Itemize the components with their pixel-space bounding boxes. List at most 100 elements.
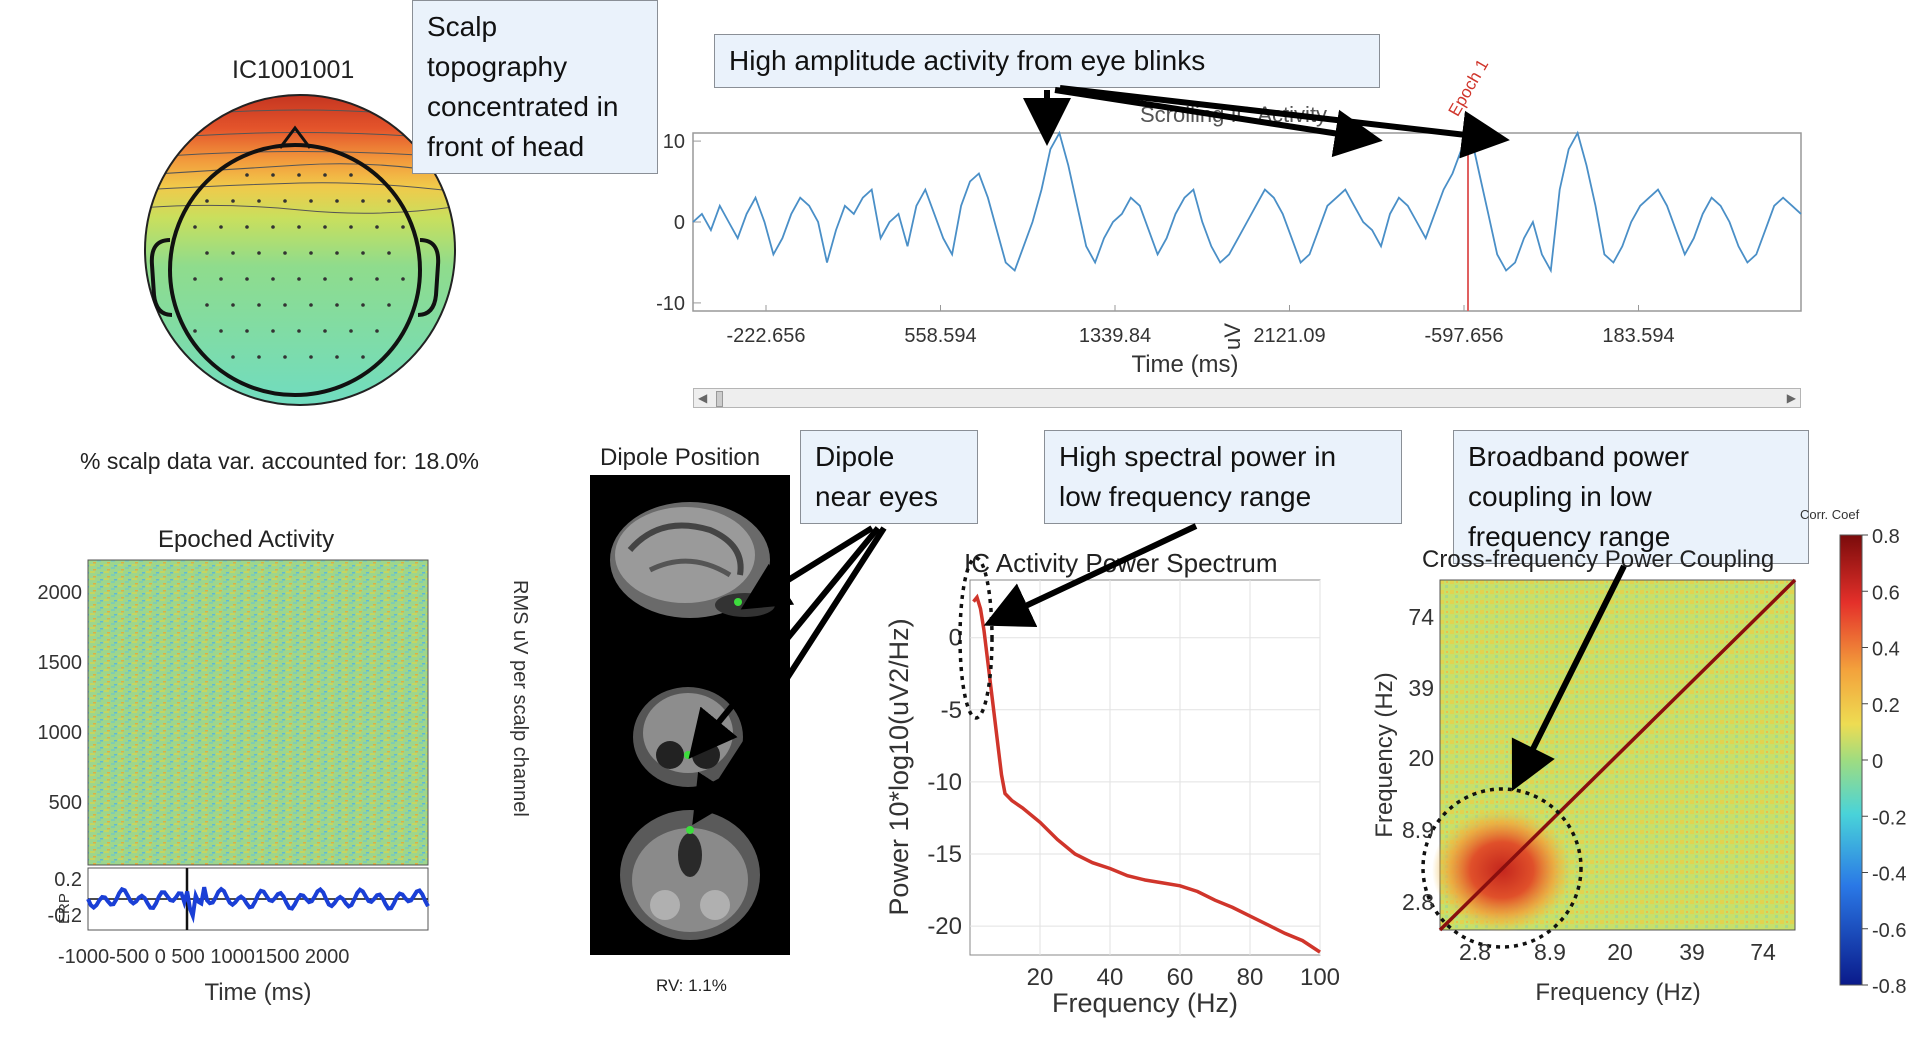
mri-axial-slice [620,810,760,940]
electrode-dot [361,303,365,307]
electrode-dot [309,355,313,359]
spectrum-xtick-label: 60 [1167,964,1194,991]
electrode-dot [323,277,327,281]
electrode-dot [387,251,391,255]
spectrum-ytick-label: -10 [927,769,962,796]
electrode-dot [219,277,223,281]
low-frequency-coupling-highlight [1421,787,1583,949]
electrode-dot [375,329,379,333]
electrode-dot [349,173,353,177]
electrode-dot [257,251,261,255]
electrode-dot [231,251,235,255]
electrode-dot [349,277,353,281]
spectrum-ytick-label: -5 [941,697,962,724]
colorbar-tick-label: -0.6 [1872,920,1906,942]
scroll-ylabel: uV [1220,323,1245,350]
colorbar-tick-label: -0.4 [1872,864,1906,886]
spectrum-ytick-label: 0 [949,625,962,652]
epoched-ytick-label: 2000 [38,582,83,604]
scroll-xlabel: Time (ms) [1131,351,1238,378]
scroll-ytick-label: 0 [674,212,685,234]
dipole-rv: RV: 1.1% [656,976,727,995]
colorbar-gradient [1839,534,1863,986]
epoched-ytick-label: 1000 [38,722,83,744]
dipole-marker-axial [686,826,694,834]
epoched-ytick-label: 500 [49,792,82,814]
electrode-dot [361,199,365,203]
scroll-left-arrow-icon[interactable]: ◀ [698,391,708,405]
electrode-dot [205,251,209,255]
colorbar-tick-label: 0.2 [1872,695,1900,717]
electrode-dot [283,199,287,203]
electrode-dot [193,329,197,333]
epoched-title: Epoched Activity [158,526,335,553]
electrode-dot [219,225,223,229]
coupling-xtick-label: 8.9 [1534,939,1566,965]
electrode-dot [193,225,197,229]
colorbar-tick-label: 0.6 [1872,582,1900,604]
electrode-dot [323,225,327,229]
epoched-ytick-label: 1500 [38,652,83,674]
electrode-dot [271,225,275,229]
scroll-ytick-label: -10 [656,293,685,315]
spectrum-xtick-label: 80 [1237,964,1264,991]
electrode-dot [283,303,287,307]
scroll-right-arrow-icon[interactable]: ▶ [1786,391,1796,405]
spectrum-xtick-label: 100 [1300,964,1340,991]
electrode-dot [309,303,313,307]
coupling-ytick-label: 2.8 [1402,889,1434,915]
electrode-dot [245,277,249,281]
spectrum-ytick-label: -20 [927,913,962,940]
electrode-dot [257,355,261,359]
coupling-xlabel: Frequency (Hz) [1535,979,1700,1006]
callout-dipole: Dipole near eyes [800,430,978,524]
electrode-dot [309,199,313,203]
electrode-dot [349,225,353,229]
spectrum-xlabel: Frequency (Hz) [1052,988,1238,1018]
head-outline [168,143,422,397]
scroll-xtick-label: 183.594 [1602,325,1674,347]
electrode-dot [335,199,339,203]
electrode-dot [245,225,249,229]
electrode-dot [271,329,275,333]
epoch-marker-label: Epoch 1 [1444,55,1493,120]
electrode-dot [231,355,235,359]
ear-left-icon [149,238,173,317]
electrode-dot [283,251,287,255]
spectrum-ytick-label: -15 [927,841,962,868]
mri-coronal-slice [633,687,743,787]
electrode-dot [193,277,197,281]
electrode-dot [257,199,261,203]
electrode-dot [219,329,223,333]
coupling-ytick-label: 39 [1408,675,1434,701]
epoched-xticks-row: -1000-500 0 500 10001500 2000 [58,946,349,968]
electrode-dot [231,199,235,203]
electrode-dot [297,329,301,333]
scrollbar-track[interactable]: ◀ ▶ [693,388,1801,408]
callout-scalp: Scalp topography concentrated in front o… [412,0,658,174]
electrode-dot [387,303,391,307]
coupling-ytick-label: 8.9 [1402,817,1434,843]
dipole-mri-panel [590,475,790,955]
erp-trace [86,886,430,924]
scroll-xtick-label: -597.656 [1425,325,1504,347]
ear-right-icon [417,238,441,317]
scrolling-activity-chart: -10 0 10 -222.656 558.594 1339.84 2121.09 -597… [656,130,1802,378]
coupling-xtick-label: 2.8 [1459,939,1491,965]
spectrum-xtick-label: 40 [1097,964,1124,991]
callout-blinks: High amplitude activity from eye blinks [714,34,1380,88]
erp-label: ERP [56,893,73,924]
scroll-xtick-label: 558.594 [904,325,976,347]
electrode-dot [309,251,313,255]
coupling-ytick-label: 74 [1408,604,1434,630]
dipole-title: Dipole Position [600,444,761,471]
epoched-heatmap [87,559,429,866]
electrode-dot [375,225,379,229]
colorbar-tick-label: -0.8 [1872,976,1906,998]
electrode-dot [335,303,339,307]
spectrum-xtick-label: 20 [1027,964,1054,991]
scrollbar-thumb[interactable] [716,391,723,407]
scroll-xtick-label: -222.656 [727,325,806,347]
electrode-dot [375,277,379,281]
colorbar: Corr. Coef 0.8 0.6 0.4 0.2 0 -0.2 -0.4 -0.6 -0.8 [1800,507,1906,998]
